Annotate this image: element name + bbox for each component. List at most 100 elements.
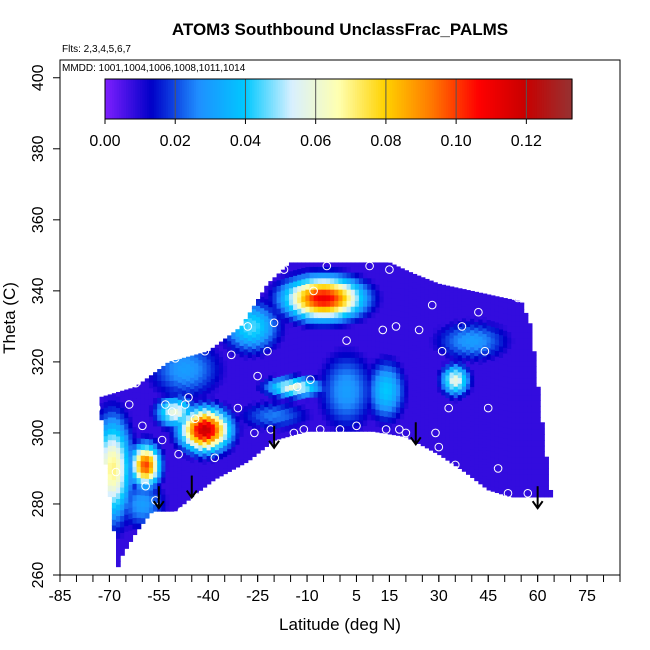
field-cell [124,497,129,504]
field-cell [408,387,414,395]
field-cell [284,317,290,324]
field-cell [437,289,442,296]
field-cell [218,441,224,448]
field-cell [400,384,405,392]
field-cell [251,427,257,435]
field-cell [144,381,150,388]
field-cell [103,401,109,408]
field-cell [330,340,335,347]
field-cell [305,391,311,398]
field-cell [371,289,377,296]
field-cell [334,408,339,415]
field-cell [124,542,129,549]
field-cell [177,456,183,463]
field-cell [264,366,269,374]
field-cell [124,445,129,453]
field-cell [346,391,352,398]
field-cell [260,392,265,400]
field-cell [169,471,175,478]
field-cell [338,380,344,387]
field-cell [288,407,294,414]
field-cell [284,277,290,284]
field-cell [214,432,220,439]
field-cell [470,420,475,427]
field-cell [309,294,315,302]
field-cell [161,488,167,495]
field-cell [144,427,150,434]
field-cell [346,311,352,319]
field-cell [243,422,249,429]
field-cell [445,352,451,359]
field-cell [511,366,517,373]
field-cell [478,421,484,428]
field-cell [317,266,323,273]
field-cell [194,368,199,375]
field-cell [132,443,138,450]
field-cell [371,317,377,324]
field-cell [181,435,187,442]
field-cell [474,338,479,345]
field-cell [186,363,191,370]
field-cell [437,437,442,444]
field-cell [309,262,315,267]
field-cell [498,385,504,392]
field-cell [540,445,545,452]
field-cell [326,397,331,404]
field-cell [391,400,397,407]
field-cell [247,419,253,427]
field-cell [482,452,488,460]
field-cell [165,425,171,433]
field-cell [251,331,257,338]
field-cell [293,354,298,362]
field-cell [478,307,484,314]
field-cell [284,413,290,421]
field-cell [186,357,191,365]
colorbar-segment [282,79,286,119]
field-cell [507,376,512,384]
field-cell [400,305,405,312]
field-cell [478,398,484,405]
field-cell [116,424,121,431]
field-cell [284,368,290,375]
colorbar-segment [375,79,379,119]
observation-point [167,407,177,416]
field-cell [449,309,455,316]
field-cell [391,366,397,373]
field-cell [103,429,109,437]
observation-point [210,453,220,463]
field-cell [400,344,405,352]
colorbar-segment [392,79,396,119]
field-cell [507,303,512,310]
field-cell [531,462,537,470]
field-cell [124,394,129,402]
field-cell [474,395,479,402]
field-cell [321,283,327,290]
field-cell [280,329,286,337]
field-cell [218,407,224,414]
field-cell [424,328,430,335]
field-cell [293,326,298,333]
field-cell [445,335,451,342]
field-cell [243,428,249,435]
field-cell [519,360,525,367]
field-cell [198,353,204,355]
field-cell [416,392,422,399]
field-cell [305,380,311,387]
field-cell [470,454,475,461]
field-cell [482,299,488,306]
field-cell [210,361,216,368]
field-cell [482,327,488,335]
field-cell [317,362,323,370]
field-cell [354,328,360,336]
field-cell [218,430,224,437]
field-cell [243,326,249,333]
field-cell [239,356,245,363]
field-cell [478,461,484,468]
field-cell [515,445,521,452]
field-cell [457,320,463,327]
field-cell [490,309,496,316]
field-cell [511,371,517,379]
field-cell [523,405,529,413]
field-cell [527,422,533,430]
field-cell [449,320,455,328]
